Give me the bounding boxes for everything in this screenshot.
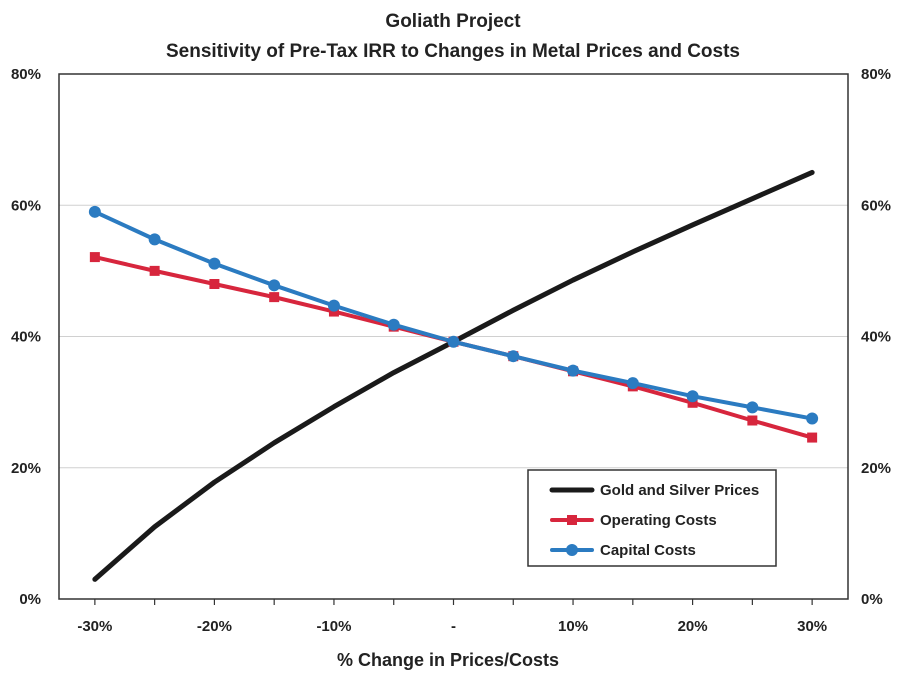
series-point xyxy=(507,350,520,363)
legend-marker xyxy=(566,544,578,556)
series-point xyxy=(268,279,281,292)
x-axis-title: % Change in Prices/Costs xyxy=(337,650,559,670)
x-tick-label: -20% xyxy=(197,618,232,635)
series-point xyxy=(806,412,819,425)
x-tick-label: -30% xyxy=(77,618,112,635)
y-tick-label-left: 80% xyxy=(11,66,41,83)
axis-layer: 0%20%40%60%80%0%20%40%60%80%-30% -20% -10%… xyxy=(11,66,891,635)
legend-label: Operating Costs xyxy=(600,512,717,529)
chart-subtitle: Sensitivity of Pre-Tax IRR to Changes in… xyxy=(166,41,740,62)
y-tick-label-right: 80% xyxy=(861,66,891,83)
series-point xyxy=(149,265,160,276)
series-point xyxy=(269,292,280,303)
y-tick-label-right: 0% xyxy=(861,591,883,608)
y-tick-label-left: 20% xyxy=(11,460,41,477)
series-point xyxy=(209,279,220,289)
chart-title: Goliath Project xyxy=(385,11,521,32)
series-point xyxy=(387,318,400,331)
series-line xyxy=(92,209,815,421)
legend-label: Gold and Silver Prices xyxy=(600,482,759,499)
x-tick-label: 10% xyxy=(558,618,588,635)
legend: Gold and Silver Prices Operating Costs Cap… xyxy=(527,469,777,567)
x-tick-label: -10% xyxy=(316,618,351,635)
y-tick-label-right: 20% xyxy=(861,460,891,477)
series-point xyxy=(746,401,759,414)
series-point xyxy=(686,390,699,403)
series-point xyxy=(89,252,100,263)
series-layer xyxy=(88,169,819,582)
x-tick-label: - xyxy=(451,618,456,635)
series-point xyxy=(148,233,161,246)
series-point xyxy=(687,397,698,408)
legend-items: Gold and Silver Prices Operating Costs Cap… xyxy=(549,482,759,559)
y-tick-label-left: 40% xyxy=(11,329,41,346)
x-tick-label: 30% xyxy=(797,618,827,635)
series-point xyxy=(807,432,818,443)
series-point xyxy=(447,335,460,348)
legend-label: Capital Costs xyxy=(600,542,696,559)
y-tick-label-left: 60% xyxy=(11,197,41,214)
legend-marker xyxy=(567,515,577,525)
y-tick-label-left: 0% xyxy=(19,591,41,608)
series-point xyxy=(626,377,639,390)
series-point xyxy=(208,257,221,270)
y-tick-label-right: 40% xyxy=(861,329,891,346)
series-point xyxy=(747,415,758,426)
x-tick-label: 20% xyxy=(678,618,708,635)
series-point xyxy=(88,205,101,218)
series-point xyxy=(327,299,340,312)
series-point xyxy=(567,364,580,377)
y-tick-label-right: 60% xyxy=(861,197,891,214)
